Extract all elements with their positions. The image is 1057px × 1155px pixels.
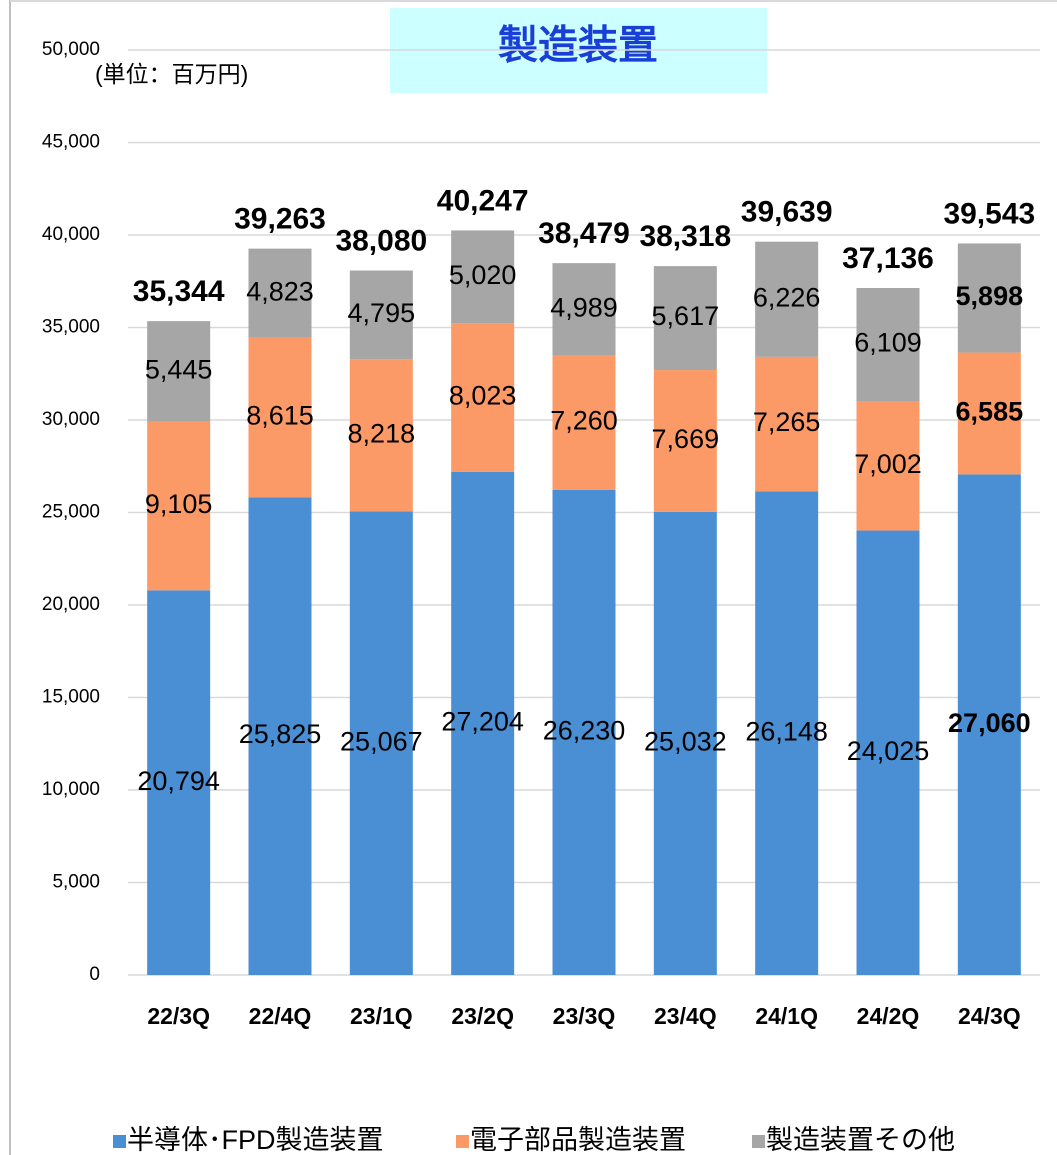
bar-segment bbox=[552, 355, 616, 490]
bar-segment bbox=[755, 356, 819, 492]
total-label: 38,080 bbox=[335, 224, 427, 257]
bar-segment bbox=[451, 323, 515, 472]
total-label: 37,136 bbox=[842, 242, 934, 275]
value-label: 8,615 bbox=[246, 401, 314, 431]
x-tick-label: 23/3Q bbox=[553, 1003, 616, 1029]
bar-segment bbox=[957, 352, 1021, 475]
legend-swatch bbox=[113, 1135, 126, 1148]
y-tick-label: 15,000 bbox=[42, 687, 100, 708]
bar-segment bbox=[957, 474, 1021, 975]
total-label: 35,344 bbox=[133, 275, 225, 308]
x-tick-label: 24/1Q bbox=[755, 1003, 818, 1029]
y-tick-label: 5,000 bbox=[52, 872, 100, 893]
value-label: 20,794 bbox=[137, 766, 220, 796]
y-tick-label: 30,000 bbox=[42, 409, 100, 430]
y-tick-label: 25,000 bbox=[42, 502, 100, 523]
bar-segment bbox=[349, 511, 413, 975]
bar-segment bbox=[653, 511, 717, 975]
bar-segment bbox=[653, 266, 717, 371]
value-label: 25,067 bbox=[340, 726, 423, 756]
bar-segment bbox=[147, 590, 211, 975]
value-label: 6,226 bbox=[753, 282, 821, 312]
bar-segment bbox=[856, 530, 920, 975]
unit-label: (単位：百万円) bbox=[95, 61, 248, 87]
legend-label: 製造装置その他 bbox=[766, 1125, 955, 1155]
value-label: 7,260 bbox=[550, 406, 618, 436]
bar-segment bbox=[552, 489, 616, 975]
value-label: 6,585 bbox=[956, 397, 1024, 427]
x-tick-label: 23/4Q bbox=[654, 1003, 717, 1029]
total-label: 40,247 bbox=[437, 184, 529, 217]
value-label: 27,060 bbox=[948, 708, 1031, 738]
bar-segment bbox=[856, 287, 920, 402]
y-tick-label: 20,000 bbox=[42, 594, 100, 615]
value-label: 8,023 bbox=[449, 381, 517, 411]
total-label: 39,263 bbox=[234, 203, 326, 236]
x-tick-label: 22/4Q bbox=[249, 1003, 312, 1029]
bar-segment bbox=[451, 230, 515, 324]
y-tick-label: 40,000 bbox=[42, 224, 100, 245]
legend-swatch bbox=[752, 1135, 765, 1148]
bar-segment bbox=[755, 241, 819, 357]
legend-label: 半導体･FPD製造装置 bbox=[127, 1125, 384, 1155]
value-label: 5,020 bbox=[449, 260, 517, 290]
y-tick-label: 35,000 bbox=[42, 317, 100, 338]
chart-title: 製造装置 bbox=[498, 24, 658, 68]
value-label: 7,265 bbox=[753, 407, 821, 437]
bar-segment bbox=[856, 401, 920, 531]
bar-segment bbox=[349, 270, 413, 360]
value-label: 27,204 bbox=[441, 706, 524, 736]
x-tick-label: 23/1Q bbox=[350, 1003, 413, 1029]
bar-segment bbox=[248, 337, 312, 498]
value-label: 7,002 bbox=[854, 449, 922, 479]
total-label: 38,479 bbox=[538, 217, 630, 250]
value-label: 7,669 bbox=[652, 424, 720, 454]
value-label: 4,823 bbox=[246, 276, 314, 306]
bar-segment bbox=[653, 370, 717, 512]
value-label: 5,617 bbox=[652, 301, 720, 331]
value-label: 6,109 bbox=[854, 328, 922, 358]
bar-segment bbox=[147, 321, 211, 422]
value-label: 26,230 bbox=[543, 715, 626, 745]
bar-segment bbox=[755, 491, 819, 975]
x-tick-label: 24/3Q bbox=[958, 1003, 1021, 1029]
y-tick-label: 10,000 bbox=[42, 779, 100, 800]
y-tick-label: 0 bbox=[89, 964, 100, 985]
total-label: 39,543 bbox=[943, 197, 1035, 230]
x-tick-label: 23/2Q bbox=[451, 1003, 514, 1029]
value-label: 8,218 bbox=[348, 418, 416, 448]
value-label: 4,795 bbox=[348, 298, 416, 328]
bar-segment bbox=[147, 421, 211, 591]
total-label: 38,318 bbox=[639, 220, 731, 253]
bar-segment bbox=[248, 248, 312, 338]
x-tick-label: 22/3Q bbox=[147, 1003, 210, 1029]
value-label: 4,989 bbox=[550, 292, 618, 322]
x-tick-label: 24/2Q bbox=[857, 1003, 920, 1029]
value-label: 25,032 bbox=[644, 727, 727, 757]
bar-segment bbox=[248, 497, 312, 975]
y-tick-label: 45,000 bbox=[42, 132, 100, 153]
legend-label: 電子部品製造装置 bbox=[470, 1125, 686, 1155]
value-label: 5,898 bbox=[956, 281, 1024, 311]
value-label: 24,025 bbox=[847, 736, 930, 766]
value-label: 26,148 bbox=[745, 716, 828, 746]
bar-segment bbox=[957, 243, 1021, 353]
bar-segment bbox=[451, 471, 515, 975]
value-label: 5,445 bbox=[145, 355, 213, 385]
bar-segment bbox=[552, 263, 616, 356]
bar-segment bbox=[349, 359, 413, 512]
legend-swatch bbox=[456, 1135, 469, 1148]
value-label: 25,825 bbox=[239, 719, 322, 749]
value-label: 9,105 bbox=[145, 489, 213, 519]
y-tick-label: 50,000 bbox=[42, 39, 100, 60]
total-label: 39,639 bbox=[741, 196, 833, 229]
